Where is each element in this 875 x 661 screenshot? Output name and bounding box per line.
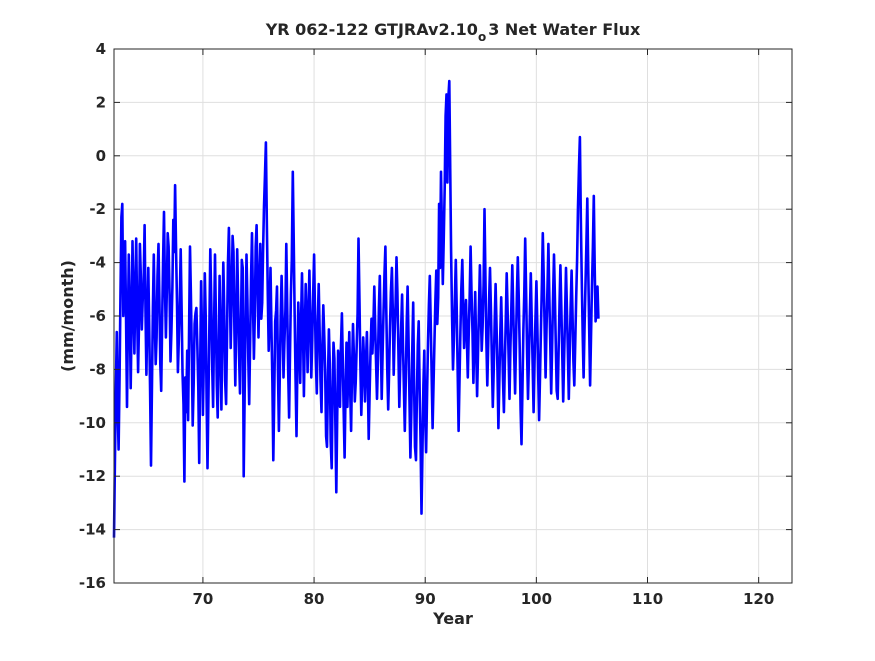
x-tick-label: 90 [415,590,436,608]
y-tick-label: -10 [79,414,106,432]
y-tick-label: 4 [96,40,106,58]
axis-ticks [114,48,792,584]
x-tick-labels: 70 80 90 100 110 120 [192,590,774,608]
x-tick-label: 110 [632,590,663,608]
x-tick-label: 70 [192,590,213,608]
x-tick-label: 120 [743,590,774,608]
y-tick-label: -4 [89,254,106,272]
x-tick-label: 100 [521,590,552,608]
y-tick-label: -6 [89,307,106,325]
y-tick-label: 2 [96,93,106,111]
y-tick-label: -2 [89,200,106,218]
y-tick-label: -8 [89,360,106,378]
x-axis-label: Year [432,609,473,628]
y-tick-labels: 4 2 0 -2 -4 -6 -8 -10 -12 -14 -16 [79,40,106,592]
y-tick-label: -14 [79,521,106,539]
y-tick-label: -16 [79,574,106,592]
x-tick-label: 80 [304,590,325,608]
y-axis-label: (mm/month) [58,260,77,372]
series-line [112,79,600,538]
chart-title: YR 062-122 GTJRAv2.10o 3 Net Water Flux [265,20,641,44]
y-tick-label: 0 [96,147,106,165]
y-tick-label: -12 [79,467,106,485]
